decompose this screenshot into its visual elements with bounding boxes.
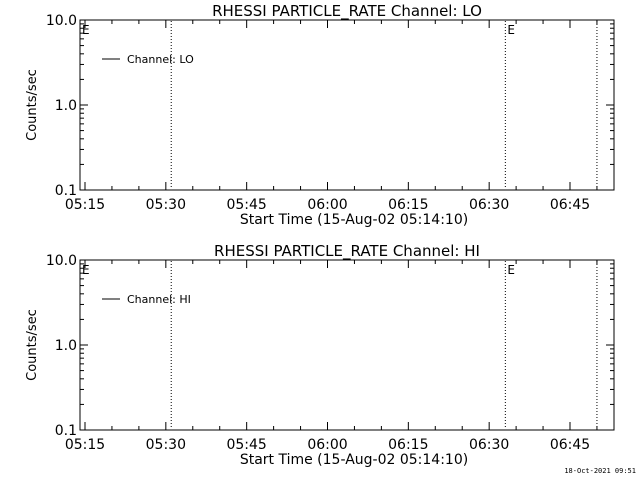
x-tick-label: 06:00 — [307, 437, 347, 453]
chart-title: RHESSI PARTICLE_RATE Channel: HI — [214, 242, 480, 261]
y-axis-label: Counts/sec — [25, 309, 40, 381]
x-tick-label: 05:15 — [65, 197, 105, 213]
legend-entry: Channel: LO — [127, 53, 194, 66]
x-tick-label: 05:15 — [65, 437, 105, 453]
x-tick-label: 06:15 — [388, 437, 428, 453]
x-tick-label: 06:45 — [550, 437, 590, 453]
x-tick-label: 06:30 — [469, 197, 509, 213]
x-tick-label: 06:45 — [550, 197, 590, 213]
y-tick-label: 1.0 — [55, 98, 77, 114]
event-marker-label: E — [507, 23, 515, 37]
corner-label: E — [82, 23, 90, 37]
corner-label: E — [82, 263, 90, 277]
y-tick-label: 1.0 — [55, 338, 77, 354]
y-tick-label: 0.1 — [55, 183, 77, 199]
plot-frame — [79, 19, 615, 191]
event-marker-label: E — [507, 263, 515, 277]
y-axis-label: Counts/sec — [25, 69, 40, 141]
x-tick-label: 05:45 — [226, 437, 266, 453]
x-tick-label: 06:00 — [307, 197, 347, 213]
y-tick-label: 10.0 — [46, 13, 77, 29]
x-tick-label: 05:30 — [146, 437, 186, 453]
legend-entry: Channel: HI — [127, 293, 191, 306]
chart-title: RHESSI PARTICLE_RATE Channel: LO — [212, 2, 482, 21]
plot-frame — [79, 259, 615, 431]
x-axis-label: Start Time (15-Aug-02 05:14:10) — [240, 212, 468, 228]
x-axis-label: Start Time (15-Aug-02 05:14:10) — [240, 452, 468, 468]
x-tick-label: 06:30 — [469, 437, 509, 453]
footer-timestamp: 18-Oct-2021 09:51 — [564, 467, 636, 475]
x-tick-label: 06:15 — [388, 197, 428, 213]
x-tick-label: 05:30 — [146, 197, 186, 213]
x-tick-label: 05:45 — [226, 197, 266, 213]
y-tick-label: 0.1 — [55, 423, 77, 439]
y-tick-label: 10.0 — [46, 253, 77, 269]
